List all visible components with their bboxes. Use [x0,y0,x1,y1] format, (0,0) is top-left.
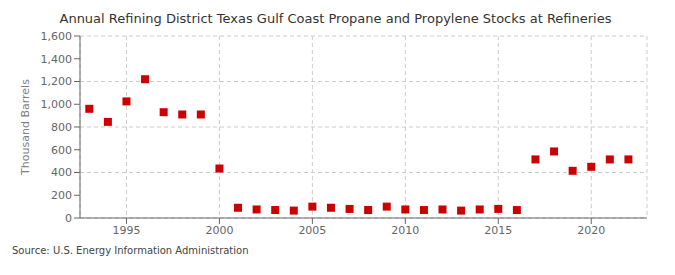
svg-text:0: 0 [65,212,72,225]
svg-text:400: 400 [51,166,72,179]
svg-text:2005: 2005 [298,224,326,237]
svg-text:1,200: 1,200 [41,75,73,88]
svg-text:1,000: 1,000 [41,98,73,111]
svg-text:Thousand Barrels: Thousand Barrels [19,79,32,176]
svg-text:2020: 2020 [577,224,605,237]
svg-text:2010: 2010 [391,224,419,237]
html-text:Source: U.S. Energy Informatio: Source: U.S. Energy Information Administ… [12,245,249,256]
svg-text:1,400: 1,400 [41,53,73,66]
svg-text:200: 200 [51,189,72,202]
svg-text:2000: 2000 [205,224,233,237]
svg-text:2015: 2015 [484,224,512,237]
html-text:Annual Refining District Texas: Annual Refining District Texas Gulf Coas… [59,11,612,26]
svg-text:1995: 1995 [112,224,140,237]
svg-text:1,600: 1,600 [41,30,73,43]
svg-text:800: 800 [51,121,72,134]
svg-text:600: 600 [51,144,72,157]
